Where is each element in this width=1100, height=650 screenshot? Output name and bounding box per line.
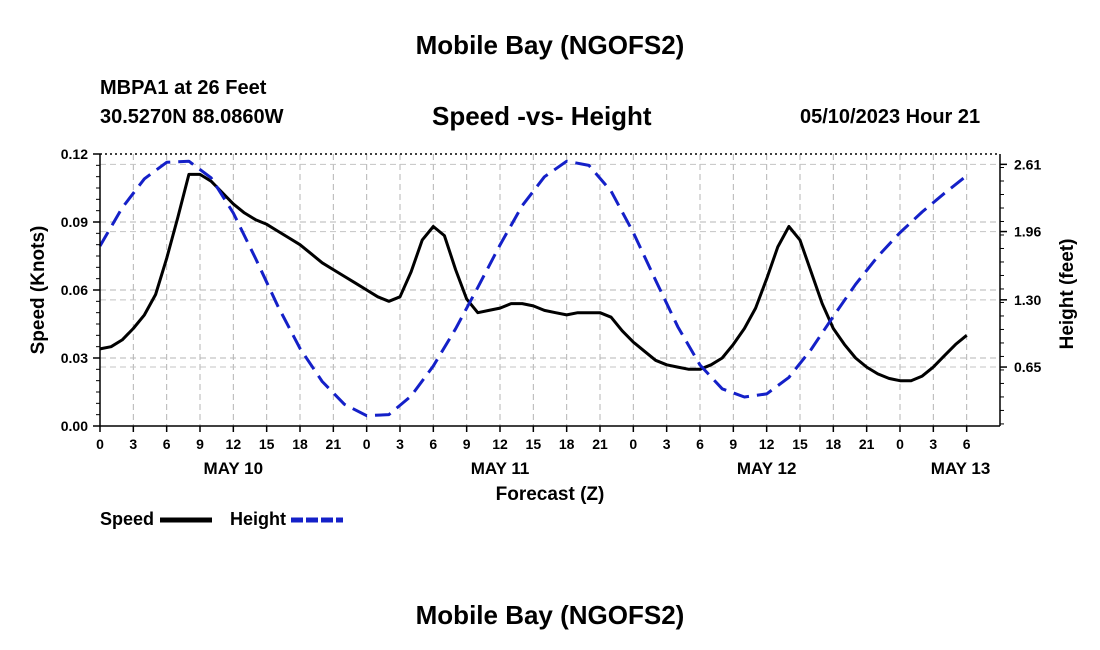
y-axis-label-right: Height (feet) <box>1057 239 1078 350</box>
y-tick-label-left: 0.09 <box>61 214 88 230</box>
x-tick-label: 21 <box>859 436 875 452</box>
x-tick-label: 0 <box>629 436 637 452</box>
x-tick-label: 12 <box>226 436 242 452</box>
x-tick-label: 18 <box>826 436 842 452</box>
x-tick-label: 3 <box>663 436 671 452</box>
y-tick-label-right: 1.30 <box>1014 292 1041 308</box>
axis-labels: 0 3 6 9 12 15 18 21 0 3 6 9 12 15 18 21 0 3 6 9 12 15 18 21 0 3 6 M… <box>28 146 1078 505</box>
y-tick-label-right: 2.61 <box>1014 156 1041 172</box>
date-label: MAY 10 <box>204 459 264 478</box>
x-tick-label: 6 <box>963 436 971 452</box>
x-tick-label: 18 <box>292 436 308 452</box>
x-tick-label: 6 <box>696 436 704 452</box>
speed-series-line <box>99 172 968 383</box>
station-name: MBPA1 at 26 Feet <box>100 77 267 99</box>
x-tick-label: 6 <box>163 436 171 452</box>
x-tick-label: 0 <box>363 436 371 452</box>
series-lines <box>98 159 968 418</box>
forecast-datetime: 05/10/2023 Hour 21 <box>800 106 981 128</box>
legend-height-label: Height <box>230 509 286 529</box>
legend-speed-label: Speed <box>100 509 155 529</box>
date-label: MAY 12 <box>737 459 797 478</box>
date-label: MAY 13 <box>931 459 991 478</box>
chart-title: Mobile Bay (NGOFS2) <box>415 30 685 60</box>
x-tick-label: 12 <box>492 436 508 452</box>
x-tick-label: 9 <box>729 436 737 452</box>
x-tick-label: 3 <box>129 436 137 452</box>
x-tick-label: 6 <box>429 436 437 452</box>
x-tick-label: 0 <box>96 436 104 452</box>
footer-title: Mobile Bay (NGOFS2) <box>415 600 685 630</box>
y-tick-label-left: 0.12 <box>61 146 88 162</box>
x-tick-label: 9 <box>196 436 204 452</box>
x-tick-label: 15 <box>526 436 542 452</box>
y-axis-label-left: Speed (Knots) <box>28 226 49 355</box>
y-tick-label-left: 0.00 <box>61 418 88 434</box>
chart-subtitle: Speed -vs- Height <box>432 101 652 131</box>
x-tick-label: 3 <box>929 436 937 452</box>
y-tick-label-right: 0.65 <box>1014 359 1041 375</box>
date-label: MAY 11 <box>471 459 530 478</box>
x-axis-label: Forecast (Z) <box>496 484 605 505</box>
x-tick-label: 3 <box>396 436 404 452</box>
grid-lines <box>100 154 1000 426</box>
y-tick-label-right: 1.96 <box>1014 224 1041 240</box>
station-coordinates: 30.5270N 88.0860W <box>100 106 284 128</box>
x-tick-label: 21 <box>326 436 342 452</box>
x-tick-label: 21 <box>592 436 608 452</box>
x-tick-label: 18 <box>559 436 575 452</box>
x-tick-label: 15 <box>259 436 275 452</box>
axes <box>93 153 1007 432</box>
x-tick-label: 12 <box>759 436 775 452</box>
y-tick-label-left: 0.03 <box>61 350 88 366</box>
y-tick-label-left: 0.06 <box>61 282 88 298</box>
x-tick-label: 9 <box>463 436 471 452</box>
x-tick-label: 0 <box>896 436 904 452</box>
height-series-line <box>98 159 968 418</box>
x-tick-label: 15 <box>792 436 808 452</box>
